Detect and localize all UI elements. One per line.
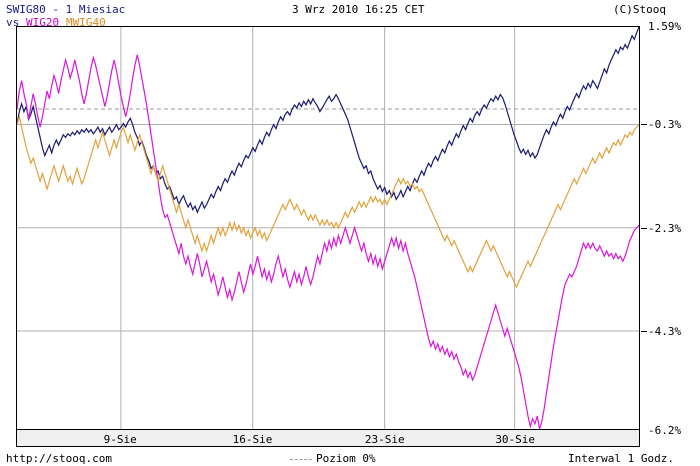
x-axis-label: 16-Sie	[232, 433, 273, 446]
chart-title: SWIG80 - 1 Miesiac	[6, 3, 126, 16]
footer-url[interactable]: http://stooq.com	[6, 452, 112, 465]
x-axis-label: 9-Sie	[103, 433, 137, 446]
series-lines	[17, 27, 639, 429]
y-axis-label: -6.2%	[648, 424, 682, 437]
y-axis-tick	[641, 124, 647, 125]
series-line-swig80	[17, 27, 639, 212]
x-axis-band	[16, 430, 640, 447]
series-line-mwig40	[17, 117, 639, 287]
footer-zero-legend-label: Poziom 0%	[316, 452, 376, 465]
y-axis-tick	[641, 228, 647, 229]
y-axis-label: -4.3%	[648, 325, 682, 338]
vs-label: vs	[6, 16, 20, 29]
legend-series-wig20[interactable]: WIG20	[26, 16, 60, 29]
y-axis-tick	[641, 331, 647, 332]
x-axis-label: 23-Sie	[364, 433, 405, 446]
chart-timestamp: 3 Wrz 2010 16:25 CET	[292, 3, 425, 16]
y-axis-label: 1.59%	[648, 20, 682, 33]
legend-series-mwig40[interactable]: MWIG40	[66, 16, 106, 29]
horizontal-gridlines	[17, 124, 639, 332]
y-axis-label: -2.3%	[648, 222, 682, 235]
x-axis-label: 30-Sie	[495, 433, 536, 446]
series-line-wig20	[17, 55, 639, 429]
dashed-line-icon	[290, 459, 312, 460]
copyright-label: (C)Stooq	[613, 3, 666, 16]
y-axis-label: -0.3%	[648, 118, 682, 131]
plot-canvas	[17, 27, 639, 429]
footer-interval: Interwal 1 Godz.	[568, 452, 674, 465]
plot-area[interactable]	[16, 26, 640, 430]
footer-zero-legend: Poziom 0%	[290, 452, 376, 465]
